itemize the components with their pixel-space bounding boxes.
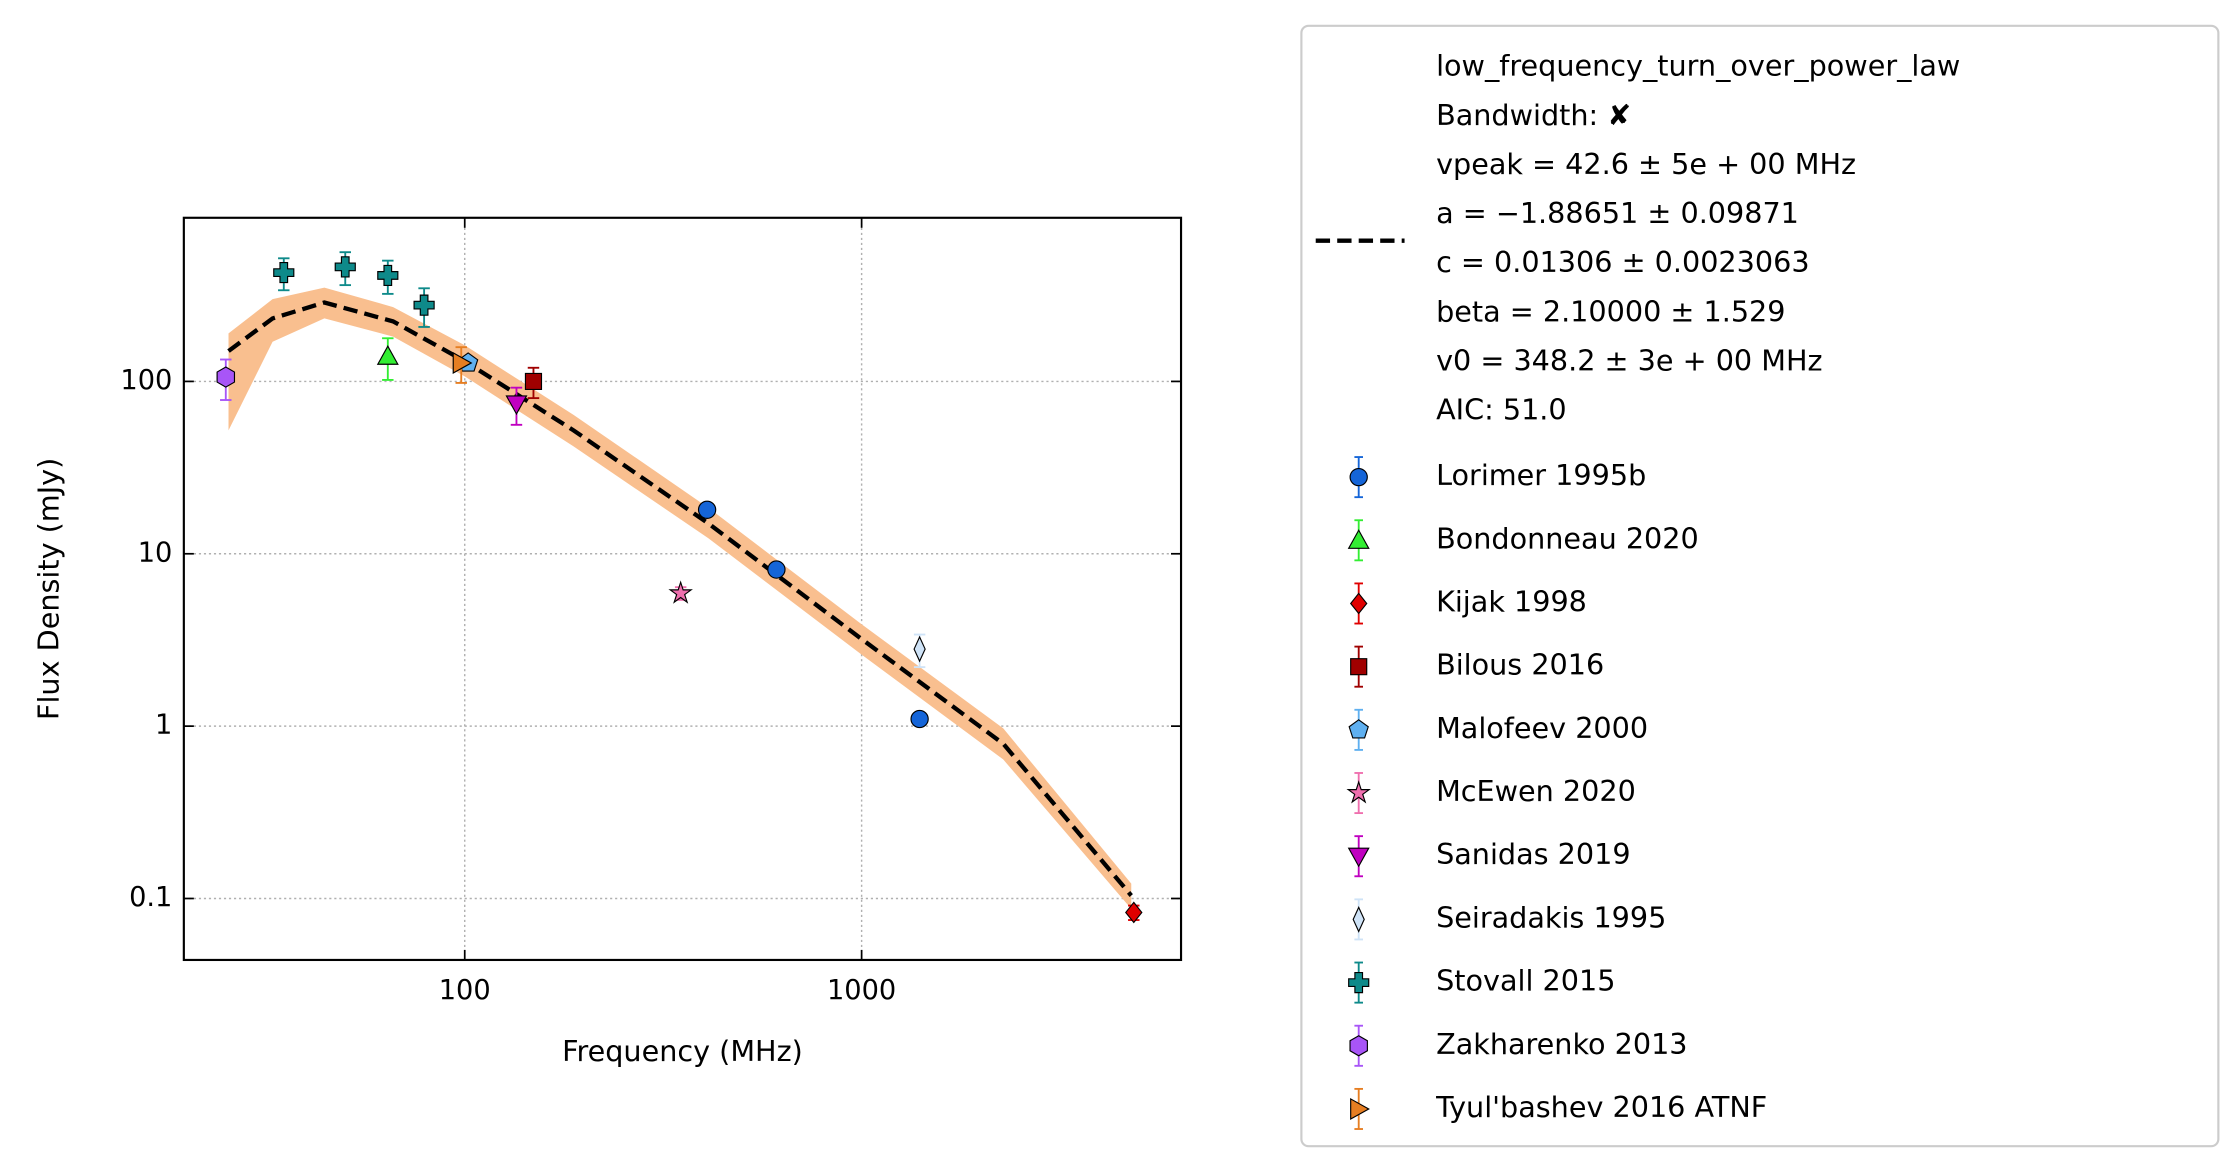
data-point [216,366,236,388]
legend-label: Seiradakis 1995 [1436,900,1666,934]
legend-marker [1348,971,1370,994]
legend-marker [1346,780,1371,804]
data-point [524,372,543,391]
data-point [376,345,399,365]
legend-fit-detail: beta = 2.10000 ± 1.529 [1436,294,1785,328]
y-tick-label: 1 [155,710,172,741]
legend-label: Tyul'bashev 2016 ATNF [1435,1090,1767,1124]
legend-label: Sanidas 2019 [1436,837,1631,871]
legend-fit-detail: c = 0.01306 ± 0.0023063 [1436,245,1809,279]
legend-label: Bondonneau 2020 [1436,521,1699,555]
x-tick-label: 100 [439,975,491,1006]
legend-fit-detail: vpeak = 42.6 ± 5e + 00 MHz [1436,147,1856,181]
legend-marker [1349,467,1368,487]
legend-marker [1347,847,1370,868]
legend-marker [1349,1035,1368,1057]
data-point [452,351,473,374]
legend-label: McEwen 2020 [1436,774,1636,808]
data-point [697,500,717,519]
legend-fit-detail: v0 = 348.2 ± 3e + 00 MHz [1436,343,1822,377]
y-tick-label: 0.1 [129,882,172,913]
legend-fit-detail: Bandwidth: ✘ [1436,98,1631,132]
data-point [377,264,399,287]
y-axis-label: Flux Density (mJy) [32,458,66,720]
legend-marker [1350,1097,1370,1120]
legend-fit-detail: AIC: 51.0 [1436,393,1567,427]
data-point [913,635,926,663]
legend-label: Stovall 2015 [1436,964,1615,998]
plot-frame [182,216,1183,962]
legend-label: low_frequency_turn_over_power_law [1436,48,1960,82]
data-point [910,709,929,729]
legend-marker [1350,658,1368,676]
data-point [668,580,693,604]
data-point [767,560,786,579]
legend-label: Lorimer 1995b [1436,458,1646,492]
y-tick-label: 10 [138,537,173,568]
data-point [273,261,295,284]
legend-marker [1347,529,1370,549]
data-point [1125,901,1143,924]
legend-fit-detail: a = −1.88651 ± 0.09871 [1436,196,1799,230]
legend-label: Malofeev 2000 [1436,711,1648,745]
legend-label: Kijak 1998 [1436,584,1587,618]
legend-marker [1348,719,1369,739]
x-tick-label: 1000 [827,975,896,1006]
legend-marker [1352,905,1365,933]
legend-marker [1349,592,1368,615]
legend-box [1300,24,2220,1148]
legend-label: Zakharenko 2013 [1436,1027,1687,1061]
legend-label: Bilous 2016 [1436,648,1604,682]
x-axis-label: Frequency (MHz) [562,1034,803,1068]
y-tick-label: 100 [120,365,172,396]
data-point [334,256,356,278]
data-point [505,395,528,416]
data-point [413,294,435,316]
